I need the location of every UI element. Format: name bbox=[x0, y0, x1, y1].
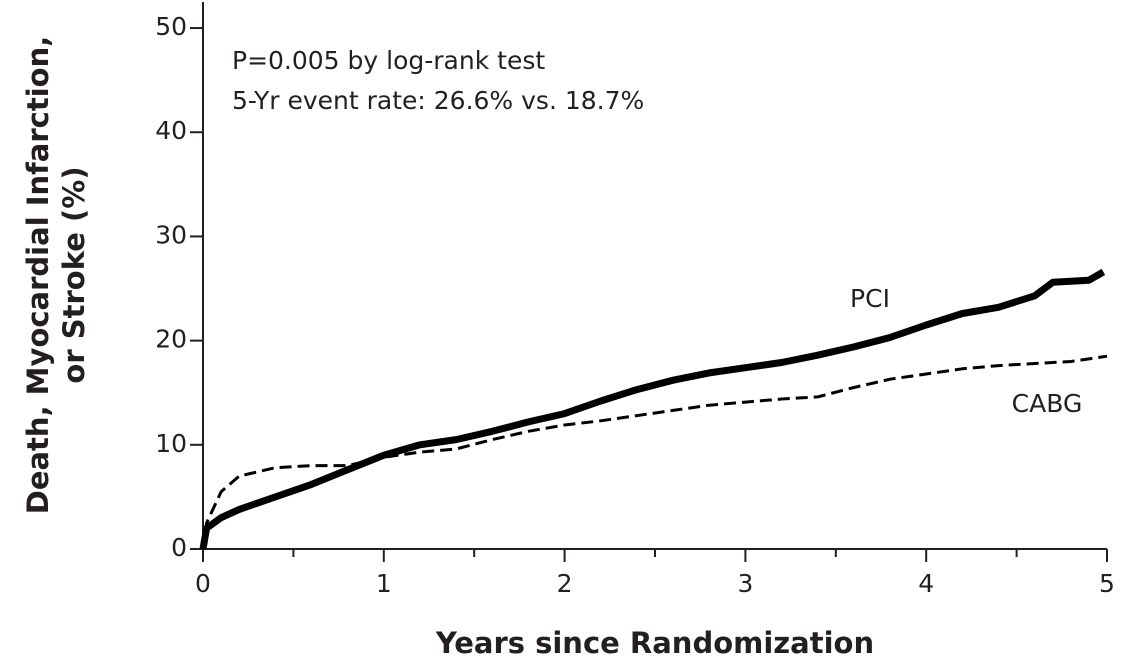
y-axis-title: Death, Myocardial Infarction, or Stroke … bbox=[21, 36, 91, 515]
x-tick-label: 3 bbox=[737, 569, 753, 598]
x-tick-label: 1 bbox=[376, 569, 392, 598]
x-axis-title: Years since Randomization bbox=[435, 626, 874, 660]
x-tick-label: 4 bbox=[918, 569, 934, 598]
y-tick-label: 20 bbox=[155, 325, 187, 354]
x-tick-label: 0 bbox=[195, 569, 211, 598]
y-tick-label: 0 bbox=[171, 533, 187, 562]
y-tick-label: 30 bbox=[155, 220, 187, 249]
y-axis-title-line: Death, Myocardial Infarction, bbox=[21, 36, 55, 515]
series-label: PCI bbox=[850, 284, 890, 313]
annotation: P=0.005 by log-rank test bbox=[232, 46, 545, 75]
y-tick-label: 40 bbox=[155, 116, 187, 145]
y-tick-label: 50 bbox=[155, 12, 187, 41]
series-line bbox=[201, 354, 1108, 550]
series-label: CABG bbox=[1012, 389, 1083, 418]
y-axis-title-line: or Stroke (%) bbox=[57, 166, 91, 383]
x-tick-label: 5 bbox=[1099, 569, 1115, 598]
y-tick-label: 10 bbox=[155, 429, 187, 458]
series-line bbox=[199, 268, 1106, 550]
annotation: 5-Yr event rate: 26.6% vs. 18.7% bbox=[232, 86, 644, 115]
x-tick-label: 2 bbox=[557, 569, 573, 598]
